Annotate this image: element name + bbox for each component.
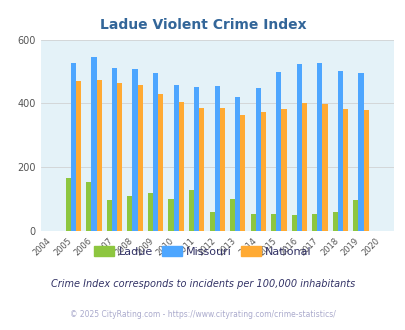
Bar — [173, 85, 178, 231]
Bar — [352, 200, 358, 231]
Bar — [147, 193, 153, 231]
Bar — [214, 86, 219, 231]
Bar — [96, 81, 101, 231]
Bar — [362, 110, 368, 231]
Bar — [332, 212, 337, 231]
Bar — [322, 104, 327, 231]
Bar — [301, 103, 306, 231]
Bar — [107, 200, 112, 231]
Bar — [132, 69, 137, 231]
Bar — [337, 71, 342, 231]
Bar — [66, 178, 71, 231]
Bar — [271, 214, 275, 231]
Bar — [178, 102, 183, 231]
Bar — [234, 97, 240, 231]
Bar — [275, 72, 281, 231]
Text: Ladue Violent Crime Index: Ladue Violent Crime Index — [100, 18, 305, 32]
Bar — [219, 108, 224, 231]
Text: © 2025 CityRating.com - https://www.cityrating.com/crime-statistics/: © 2025 CityRating.com - https://www.city… — [70, 310, 335, 319]
Bar — [91, 57, 96, 231]
Legend: Ladue, Missouri, National: Ladue, Missouri, National — [90, 242, 315, 261]
Bar — [188, 190, 194, 231]
Bar — [71, 63, 76, 231]
Bar — [255, 88, 260, 231]
Bar — [86, 182, 91, 231]
Bar — [240, 115, 245, 231]
Bar — [127, 196, 132, 231]
Bar — [168, 199, 173, 231]
Bar — [194, 87, 199, 231]
Bar — [342, 110, 347, 231]
Bar — [250, 214, 255, 231]
Text: Crime Index corresponds to incidents per 100,000 inhabitants: Crime Index corresponds to incidents per… — [51, 279, 354, 289]
Bar — [260, 112, 265, 231]
Bar — [137, 85, 143, 231]
Bar — [199, 108, 204, 231]
Bar — [296, 63, 301, 231]
Bar — [311, 214, 317, 231]
Bar — [230, 199, 234, 231]
Bar — [158, 94, 163, 231]
Bar — [358, 73, 362, 231]
Bar — [153, 73, 158, 231]
Bar — [291, 215, 296, 231]
Bar — [281, 109, 286, 231]
Bar — [112, 68, 117, 231]
Bar — [117, 82, 122, 231]
Bar — [317, 63, 322, 231]
Bar — [209, 212, 214, 231]
Bar — [76, 81, 81, 231]
